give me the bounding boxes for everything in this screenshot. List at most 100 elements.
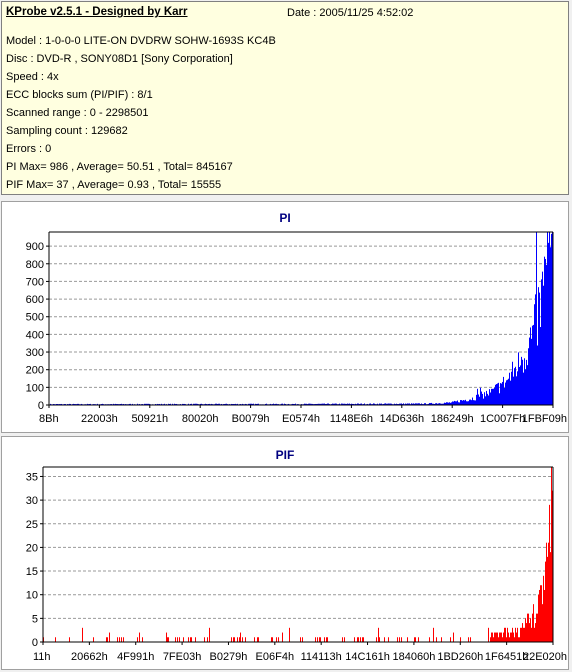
info-disc: Disc : DVD-R , SONY08D1 [Sony Corporatio… [6, 53, 233, 65]
pif-data-bar [326, 637, 327, 642]
pi-data-bar [436, 403, 437, 405]
pif-data-bar [468, 637, 469, 642]
pif-data-bar [488, 627, 489, 642]
pi-data-bar [449, 402, 450, 405]
pif-xtick-label: 4F991h [117, 651, 154, 663]
pif-data-bar [69, 637, 70, 642]
pi-data-bar [182, 403, 183, 405]
pif-data-bar [509, 637, 510, 642]
pi-data-bar [445, 402, 446, 405]
pi-data-bar [219, 403, 220, 405]
pi-data-bar [332, 403, 333, 405]
pi-data-bar [539, 292, 540, 405]
pi-data-bar [250, 403, 251, 405]
pif-data-bar [342, 637, 343, 642]
pi-data-bar [456, 401, 457, 405]
pif-data-bar [541, 585, 542, 642]
pi-data-bar [369, 403, 370, 405]
pif-data-bar [357, 637, 358, 642]
pif-data-bar [240, 632, 241, 642]
pif-data-bar [55, 637, 56, 642]
pi-data-bar [394, 403, 395, 405]
pi-data-bar [73, 403, 74, 405]
pi-data-bar [78, 403, 79, 405]
pi-data-bar [225, 403, 226, 405]
pi-data-bar [188, 403, 189, 405]
pi-data-bar [190, 403, 191, 405]
pi-data-bar [504, 387, 505, 405]
pi-data-bar [543, 285, 544, 405]
pi-data-bar [276, 403, 277, 405]
pi-xtick-label: 8Bh [39, 413, 59, 425]
pi-data-bar [97, 403, 98, 405]
pi-data-bar [411, 403, 412, 405]
pi-data-bar [184, 403, 185, 405]
pi-data-bar [546, 265, 547, 405]
pi-data-bar [479, 396, 480, 405]
pif-ytick-label: 25 [26, 519, 38, 531]
pi-data-bar [433, 403, 434, 405]
pi-data-bar [537, 345, 538, 405]
pi-data-bar [129, 403, 130, 405]
pi-chart: 0 100 200 300 400 500 600 700 800 900 8Bh 22003h 509… [26, 231, 567, 425]
pi-data-bar [87, 403, 88, 405]
pi-data-bar [172, 403, 173, 405]
pi-chart-title: PI [279, 211, 291, 225]
pi-data-bar [458, 402, 459, 405]
pif-data-bar [500, 632, 501, 642]
pi-data-bar [324, 403, 325, 405]
pi-data-bar [466, 401, 467, 405]
pi-data-bar [312, 403, 313, 405]
pif-data-bar [106, 637, 107, 642]
pif-data-bar [530, 618, 531, 642]
pi-data-bar [317, 403, 318, 405]
pif-data-bar [545, 561, 546, 642]
pi-ytick-label: 0 [38, 400, 44, 412]
pi-data-bar [77, 403, 78, 405]
pi-data-bar [505, 382, 506, 405]
pi-data-bar [255, 403, 256, 405]
pi-data-bar [235, 403, 236, 405]
pi-data-bar [446, 402, 447, 405]
pi-data-bar [517, 371, 518, 405]
pif-data-bar [175, 637, 176, 642]
pif-data-bar [512, 627, 513, 642]
pif-ytick-label: 35 [26, 471, 38, 483]
pi-data-bar [144, 403, 145, 405]
pif-data-bar [513, 632, 514, 642]
pif-data-bar [494, 632, 495, 642]
pi-data-bar [381, 403, 382, 405]
pi-data-bar [406, 403, 407, 405]
pif-data-bar [414, 637, 415, 642]
pif-data-bar [317, 637, 318, 642]
pif-data-bar [142, 637, 143, 642]
pi-data-bar [465, 399, 466, 405]
pi-data-bar [309, 403, 310, 405]
pif-data-bar [376, 637, 377, 642]
pif-data-bar [495, 632, 496, 642]
pi-data-bar [164, 403, 165, 405]
pi-data-bar [355, 403, 356, 405]
pi-data-bar [50, 403, 51, 405]
pif-xtick-label: 184060h [392, 651, 435, 663]
pif-data-bar [503, 632, 504, 642]
pi-data-bar [500, 383, 501, 405]
pi-data-bar [462, 400, 463, 405]
pi-data-bar [471, 400, 472, 405]
pi-ytick-label: 700 [26, 276, 44, 288]
pif-data-bar [549, 504, 550, 642]
pi-data-bar [320, 403, 321, 405]
pif-data-bar [470, 637, 471, 642]
pi-data-bar [507, 379, 508, 405]
pi-data-bar [524, 358, 525, 405]
pif-data-bar [519, 637, 520, 642]
pif-data-bar [514, 637, 515, 642]
pif-data-bar [191, 637, 192, 642]
pi-data-bar [351, 403, 352, 405]
pi-data-bar [435, 403, 436, 405]
pi-data-bar [532, 325, 533, 405]
pi-xtick-label: E0574h [282, 413, 320, 425]
pi-data-bar [215, 403, 216, 405]
pi-data-bar [403, 403, 404, 405]
pi-data-bar [460, 400, 461, 405]
